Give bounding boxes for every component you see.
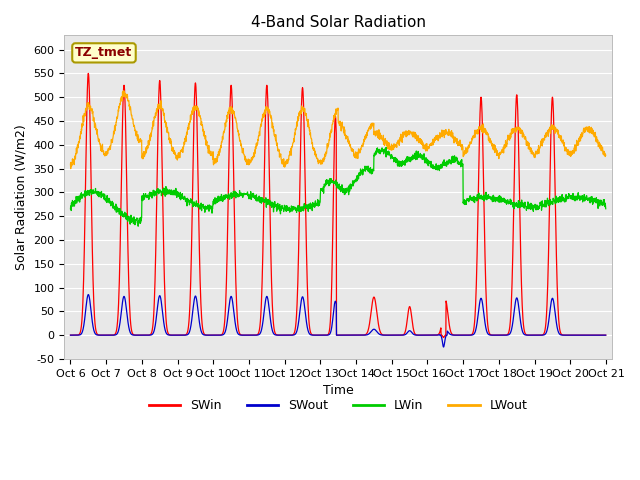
LWout — [67, 166, 74, 171]
SWin — [570, 332, 577, 338]
Y-axis label: Solar Radiation (W/m2): Solar Radiation (W/m2) — [15, 124, 28, 270]
LWin — [216, 195, 224, 201]
LWin — [570, 195, 577, 201]
SWout — [602, 332, 609, 338]
LWout — [365, 124, 373, 130]
SWin — [555, 319, 563, 325]
LWin — [383, 144, 390, 150]
Line: LWin: LWin — [70, 147, 605, 226]
LWin — [134, 223, 142, 229]
SWin — [84, 71, 92, 76]
SWin — [67, 332, 74, 338]
Line: LWout: LWout — [70, 91, 605, 168]
SWin — [354, 332, 362, 338]
LWout — [570, 147, 577, 153]
LWout — [494, 152, 502, 158]
LWin — [602, 206, 609, 212]
LWout — [216, 147, 224, 153]
SWout — [216, 332, 224, 338]
Text: TZ_tmet: TZ_tmet — [76, 47, 132, 60]
SWin — [494, 332, 502, 338]
SWout — [440, 344, 447, 350]
LWout — [555, 132, 563, 138]
SWout — [354, 332, 362, 338]
LWin — [365, 168, 373, 173]
Line: SWin: SWin — [70, 73, 605, 337]
SWin — [440, 335, 447, 340]
X-axis label: Time: Time — [323, 384, 354, 397]
Title: 4-Band Solar Radiation: 4-Band Solar Radiation — [251, 15, 426, 30]
LWout — [602, 152, 609, 158]
SWout — [67, 332, 74, 338]
SWout — [570, 332, 577, 338]
SWout — [365, 331, 373, 336]
SWin — [365, 323, 373, 328]
LWout — [120, 88, 127, 94]
LWout — [67, 161, 74, 167]
LWout — [354, 156, 362, 161]
LWin — [67, 206, 74, 212]
Legend: SWin, SWout, LWin, LWout: SWin, SWout, LWin, LWout — [144, 395, 532, 418]
LWin — [555, 195, 563, 201]
SWin — [602, 332, 609, 338]
LWin — [494, 196, 502, 202]
SWout — [555, 330, 563, 336]
LWin — [354, 174, 362, 180]
SWout — [84, 292, 92, 298]
SWin — [216, 332, 224, 338]
Line: SWout: SWout — [70, 295, 605, 347]
SWout — [494, 332, 502, 338]
